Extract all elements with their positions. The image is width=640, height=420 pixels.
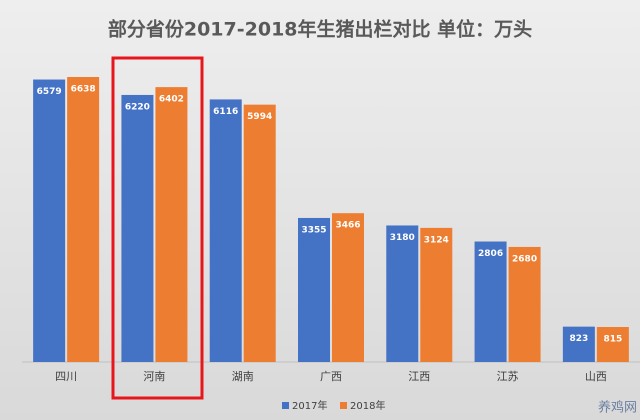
data-label: 3124: [424, 235, 449, 245]
bar: [332, 213, 364, 362]
data-label: 3355: [301, 225, 326, 235]
bar: [155, 87, 188, 362]
data-label: 815: [603, 335, 622, 345]
legend-label: 2017年: [292, 399, 327, 412]
bar: [508, 246, 541, 362]
x-tick-label: 江西: [408, 370, 430, 383]
legend-swatch: [340, 402, 347, 409]
x-tick-label: 广西: [320, 370, 342, 383]
bar: [121, 94, 154, 363]
data-label: 5994: [247, 112, 272, 122]
data-label: 6579: [37, 87, 62, 97]
data-label: 823: [569, 334, 588, 344]
plot-area: 四川 6579 6638 河南 6220 6402 湖南 6116 5994 广西 3355 3466…: [22, 77, 640, 412]
legend-label: 2018年: [350, 399, 385, 412]
bar: [67, 77, 100, 362]
bar: [474, 241, 507, 362]
data-label: 6220: [125, 102, 150, 112]
x-tick-label: 四川: [55, 370, 77, 383]
watermark: 养鸡网: [598, 400, 637, 416]
data-label: 2680: [512, 254, 537, 264]
x-tick-label: 山西: [585, 370, 607, 383]
data-label: 2806: [478, 249, 503, 259]
data-label: 6116: [213, 107, 238, 117]
bar: [243, 104, 276, 362]
bar: [596, 327, 629, 362]
bar: [562, 326, 595, 362]
bar: [420, 227, 453, 362]
data-label: 3180: [390, 233, 415, 243]
x-tick-label: 河南: [143, 370, 165, 383]
data-label: 3466: [335, 221, 360, 231]
data-label: 6638: [71, 85, 96, 95]
chart-title: 部分省份2017-2018年生猪出栏对比 单位：万头: [108, 18, 532, 41]
data-label: 6402: [159, 95, 184, 105]
bar: [386, 225, 419, 362]
bar: [298, 217, 330, 362]
bar: [33, 79, 66, 362]
bar: [209, 99, 242, 363]
x-tick-label: 湖南: [232, 370, 254, 383]
highlight-box: [111, 56, 204, 400]
x-tick-label: 江苏: [497, 370, 519, 383]
legend-swatch: [282, 402, 289, 409]
